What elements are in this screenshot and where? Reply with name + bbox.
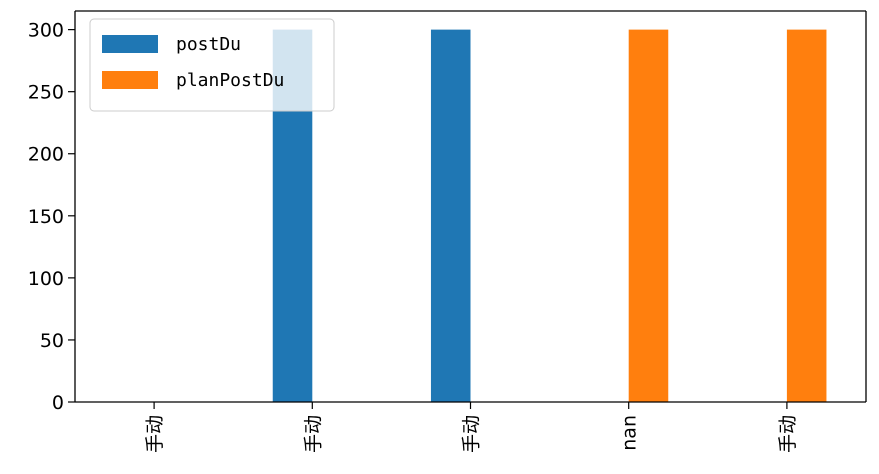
y-tick-label-0: 0 bbox=[52, 392, 64, 414]
legend-label-postDu: postDu bbox=[176, 34, 241, 55]
y-tick-label-250: 250 bbox=[28, 82, 64, 104]
x-tick-label-2: 手动 bbox=[461, 415, 483, 453]
bar-postDu-2 bbox=[430, 29, 471, 402]
y-tick-label-150: 150 bbox=[28, 206, 64, 228]
axes-layer: 0 50 100 150 200 250 300 手动 手动 手动 nan 手动 bbox=[28, 10, 867, 453]
x-tick-label-4: 手动 bbox=[777, 415, 799, 453]
legend-frame bbox=[89, 18, 335, 112]
legend: postDu planPostDu bbox=[89, 18, 335, 112]
bars-layer bbox=[272, 29, 827, 402]
y-tick-label-200: 200 bbox=[28, 144, 64, 166]
y-tick-label-300: 300 bbox=[28, 20, 64, 42]
legend-label-planPostDu: planPostDu bbox=[176, 70, 284, 91]
bar-planPostDu-3 bbox=[628, 29, 669, 402]
x-tick-label-0: 手动 bbox=[144, 415, 166, 453]
x-tick-label-3: nan bbox=[619, 415, 641, 451]
legend-swatch-planPostDu bbox=[102, 71, 158, 89]
legend-swatch-postDu bbox=[102, 35, 158, 53]
x-tick-label-1: 手动 bbox=[302, 415, 324, 453]
bar-planPostDu-4 bbox=[786, 29, 827, 402]
y-tick-label-50: 50 bbox=[40, 330, 64, 352]
y-tick-label-100: 100 bbox=[28, 268, 64, 290]
